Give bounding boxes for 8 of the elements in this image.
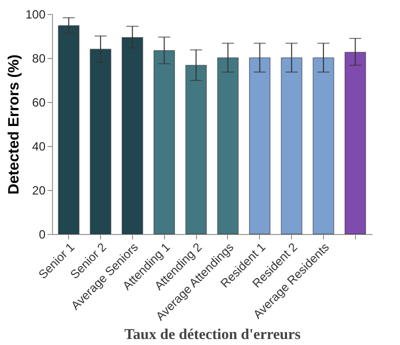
y-tick-label: 20 xyxy=(32,184,46,198)
y-tick-label: 40 xyxy=(32,140,46,154)
y-tick-label: 80 xyxy=(32,52,46,66)
x-axis-title: Taux de détection d'erreurs xyxy=(124,327,301,344)
y-tick-label: 100 xyxy=(25,8,46,22)
y-axis-title: Detected Errors (%) xyxy=(5,54,22,195)
y-tick-label: 0 xyxy=(38,228,46,242)
y-tick-label: 60 xyxy=(32,96,46,110)
